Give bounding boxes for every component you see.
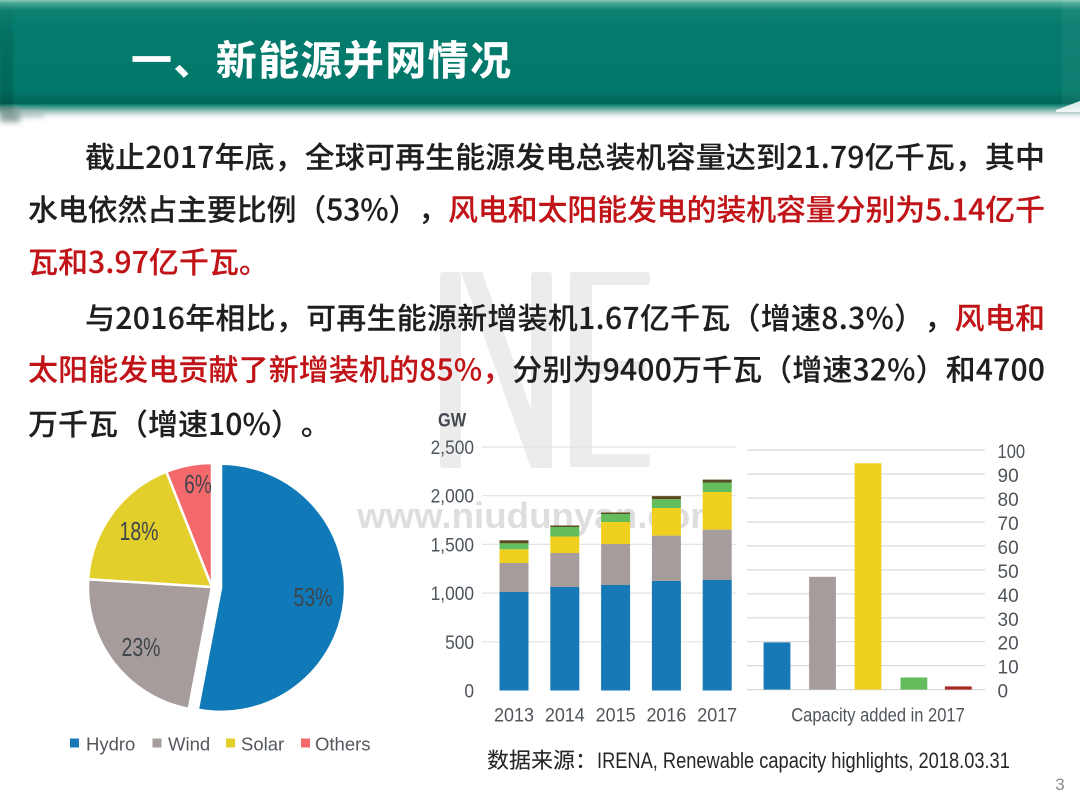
svg-text:0: 0	[464, 680, 474, 702]
svg-text:60: 60	[998, 538, 1019, 559]
svg-text:2017: 2017	[697, 704, 737, 726]
svg-text:18%: 18%	[119, 516, 158, 545]
svg-text:30: 30	[998, 610, 1019, 631]
svg-text:40: 40	[998, 586, 1019, 607]
svg-text:2,000: 2,000	[431, 485, 474, 507]
svg-text:Capacity added in 2017: Capacity added in 2017	[791, 704, 965, 725]
svg-text:Others: Others	[315, 734, 371, 755]
svg-text:GW: GW	[438, 409, 466, 430]
svg-text:2013: 2013	[494, 704, 534, 726]
svg-text:10: 10	[998, 658, 1019, 679]
svg-text:50: 50	[998, 562, 1019, 583]
svg-text:53%: 53%	[293, 582, 332, 611]
svg-text:90: 90	[998, 466, 1019, 487]
svg-text:1,500: 1,500	[431, 533, 474, 555]
svg-text:20: 20	[998, 634, 1019, 655]
svg-text:70: 70	[998, 514, 1019, 535]
svg-text:IRENA, Renewable capacity high: IRENA, Renewable capacity highlights, 20…	[597, 750, 1010, 774]
svg-text:6%: 6%	[184, 469, 211, 499]
svg-text:2,500: 2,500	[431, 436, 474, 458]
svg-text:3: 3	[1055, 775, 1064, 794]
svg-text:100: 100	[998, 441, 1026, 462]
svg-text:Solar: Solar	[241, 734, 284, 755]
svg-text:2016: 2016	[646, 704, 686, 726]
svg-text:2015: 2015	[596, 704, 636, 726]
svg-text:0: 0	[998, 682, 1009, 703]
svg-text:23%: 23%	[121, 632, 160, 661]
svg-text:500: 500	[445, 631, 474, 653]
svg-text:1,000: 1,000	[431, 582, 474, 604]
svg-text:80: 80	[998, 490, 1019, 511]
svg-text:Wind: Wind	[168, 734, 210, 755]
svg-text:Hydro: Hydro	[86, 734, 135, 755]
svg-text:2014: 2014	[545, 704, 585, 726]
